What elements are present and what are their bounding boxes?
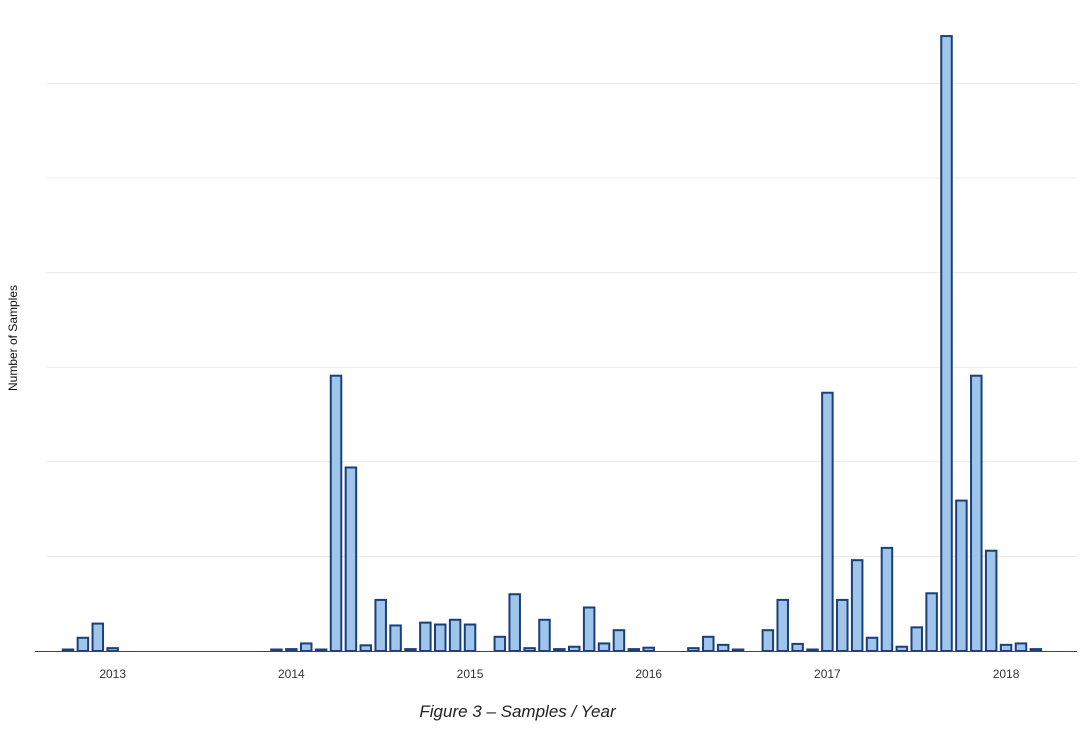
bar-2018-01 xyxy=(999,643,1013,652)
y-axis-label: Number of Samples xyxy=(6,285,20,391)
bar-2014-05 xyxy=(344,466,358,652)
bar-2015-11 xyxy=(612,629,626,653)
bar-2017-05 xyxy=(880,546,894,653)
bar-2014-03 xyxy=(314,648,328,652)
bar-2015-04 xyxy=(508,593,521,652)
bar-2017-10 xyxy=(955,499,968,652)
bar-2017-01 xyxy=(821,391,834,652)
bar-2018-03 xyxy=(1029,648,1043,652)
bar-2017-09 xyxy=(940,35,953,652)
bars xyxy=(61,35,1043,653)
bar-2015-03 xyxy=(493,635,507,652)
bar-2015-06 xyxy=(538,618,551,653)
bar-2014-09 xyxy=(404,648,417,652)
bar-2014-12 xyxy=(448,618,462,653)
bar-2016-11 xyxy=(791,642,804,653)
bar-2017-03 xyxy=(850,559,864,652)
bar-2014-04 xyxy=(329,374,343,652)
x-tick-label-2013: 2013 xyxy=(99,667,126,681)
bar-2014-11 xyxy=(434,623,447,653)
bar-2014-06 xyxy=(359,644,373,653)
bar-2016-07 xyxy=(731,648,745,652)
x-tick-label-2015: 2015 xyxy=(457,667,484,681)
bar-2014-02 xyxy=(299,642,313,652)
x-tick-label-2016: 2016 xyxy=(635,667,662,681)
bar-2014-01 xyxy=(285,648,298,652)
bar-2015-07 xyxy=(553,648,566,652)
bar-2017-11 xyxy=(970,374,983,652)
bar-2015-10 xyxy=(597,642,611,652)
bar-2016-06 xyxy=(716,643,730,652)
bar-2015-01 xyxy=(463,623,477,653)
bar-2012-11 xyxy=(76,636,90,653)
bar-2016-05 xyxy=(702,635,715,652)
x-tick-label-2014: 2014 xyxy=(278,667,305,681)
x-tick-labels: 2013 2014 2015 2016 2017 2018 xyxy=(99,667,1019,681)
bar-2016-12 xyxy=(806,648,819,652)
gridlines xyxy=(47,82,1077,557)
bar-2017-02 xyxy=(836,598,849,652)
bar-2017-06 xyxy=(895,645,909,652)
bar-2017-04 xyxy=(865,636,879,653)
bar-2015-12 xyxy=(627,648,641,652)
bar-2012-12 xyxy=(91,622,105,653)
figure-caption: Figure 3 – Samples / Year xyxy=(419,702,616,721)
bar-2014-07 xyxy=(374,598,387,652)
bar-2017-07 xyxy=(910,626,923,652)
x-tick-label-2018: 2018 xyxy=(993,667,1020,681)
bar-2013-12 xyxy=(270,648,283,652)
bar-2012-10 xyxy=(61,648,75,652)
bar-2016-10 xyxy=(776,598,789,652)
bar-2016-09 xyxy=(761,629,775,653)
x-tick-label-2017: 2017 xyxy=(814,667,841,681)
bar-2013-01 xyxy=(106,647,119,652)
bar-2016-04 xyxy=(687,647,700,652)
bar-2015-05 xyxy=(523,647,536,652)
bar-2016-01 xyxy=(642,646,655,653)
bar-2017-12 xyxy=(984,549,998,652)
bar-2018-02 xyxy=(1014,642,1028,652)
bar-2014-10 xyxy=(419,621,432,652)
bar-2017-08 xyxy=(925,592,938,652)
bar-2015-09 xyxy=(582,606,596,652)
bar-2015-08 xyxy=(568,645,581,652)
bar-2014-08 xyxy=(389,624,402,653)
